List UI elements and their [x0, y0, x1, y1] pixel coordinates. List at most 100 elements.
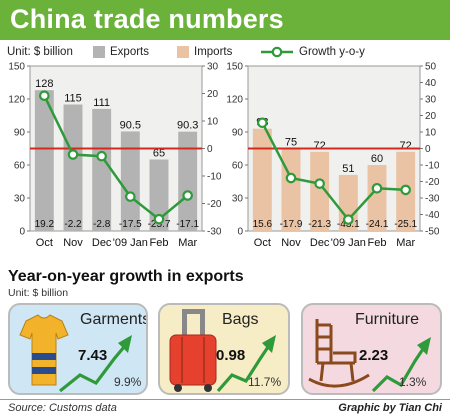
bags-pct: 11.7%	[248, 375, 282, 389]
category-label: Dec	[92, 237, 112, 249]
growth-arrow-icon	[371, 337, 431, 393]
tshirt-icon	[19, 314, 69, 386]
growth-point	[153, 213, 165, 225]
growth-value-label: -24.1	[366, 219, 389, 230]
growth-value-label: -2.2	[64, 219, 82, 230]
bar-value-label: 115	[64, 93, 82, 105]
growth-point	[285, 172, 297, 184]
right-tick-label: -30	[207, 227, 222, 238]
category-label: Nov	[281, 237, 301, 249]
right-tick-label: 50	[425, 62, 437, 73]
growth-line	[43, 95, 189, 221]
bar-value-label: 51	[342, 163, 354, 175]
right-tick-label: 0	[207, 144, 213, 155]
bar	[178, 131, 198, 231]
growth-point	[182, 190, 193, 201]
bar-value-label: 75	[285, 137, 297, 149]
title-bar: China trade numbers	[0, 0, 450, 40]
category-label: Nov	[63, 237, 83, 249]
left-tick-label: 30	[14, 194, 26, 205]
growth-point	[400, 184, 411, 196]
left-tick-label: 120	[226, 95, 243, 106]
imports-swatch	[177, 46, 189, 58]
right-tick-label: -20	[207, 199, 222, 210]
growth-value-label: 15.6	[253, 219, 273, 230]
furniture-label: Furniture	[355, 311, 420, 328]
right-tick-label: 20	[425, 111, 437, 122]
right-tick-label: 0	[425, 144, 431, 155]
growth-value-label: 19.2	[35, 219, 55, 230]
legend-imports-label: Imports	[194, 46, 233, 58]
bar	[34, 90, 54, 231]
category-label: '09 Jan	[331, 237, 366, 249]
bar	[92, 108, 112, 231]
legend-imports: Imports	[177, 46, 232, 58]
right-tick-label: 20	[207, 89, 219, 100]
right-tick-label: -10	[425, 161, 440, 172]
right-tick-label: -30	[425, 194, 440, 205]
right-tick-label: -20	[425, 177, 440, 188]
bar	[149, 159, 169, 231]
category-label: Feb	[150, 237, 169, 249]
category-label: Mar	[178, 237, 197, 249]
category-label: Dec	[310, 237, 330, 249]
source-note: Source: Customs data	[8, 402, 117, 414]
growth-value-label: -17.9	[280, 219, 303, 230]
right-tick-label: 30	[425, 95, 437, 106]
category-label: Mar	[396, 237, 415, 249]
growth-arrow-icon	[59, 335, 132, 393]
bags-label: Bags	[222, 311, 259, 328]
furniture-pct: 1.3%	[399, 375, 427, 389]
credit-note: Graphic by Tian Chi	[338, 402, 442, 414]
rocking-chair-icon	[308, 319, 370, 388]
bar-value-label: 128	[35, 78, 53, 90]
trade-charts: 0 30 60 90 120 150 -30 -20 -10 0 10 20 30 128 19.2 Oct 1…	[8, 62, 440, 250]
legend-growth-label: Growth y-o-y	[299, 46, 365, 58]
growth-point	[67, 149, 79, 160]
bar	[252, 128, 272, 231]
right-tick-label: -10	[207, 172, 222, 183]
growth-value-label: -2.8	[93, 219, 111, 230]
growth-point	[39, 90, 50, 101]
bar-value-label: 90.3	[177, 120, 198, 132]
left-tick-label: 60	[232, 161, 244, 172]
exports-growth-unit: Unit: $ billion	[8, 287, 69, 299]
category-label: Oct	[36, 237, 53, 249]
footer-rule	[0, 399, 450, 400]
left-tick-label: 150	[8, 62, 25, 73]
garments-label: Garments	[80, 311, 148, 328]
growth-line-swatch	[261, 46, 293, 58]
category-label: '09 Jan	[113, 237, 148, 249]
left-tick-label: 90	[14, 128, 26, 139]
bar	[367, 165, 387, 231]
left-tick-label: 0	[237, 227, 243, 238]
growth-point	[257, 117, 268, 129]
category-label: Oct	[254, 237, 271, 249]
right-tick-label: -40	[425, 210, 440, 221]
garments-pct: 9.9%	[114, 375, 142, 389]
growth-point	[96, 150, 107, 162]
bar	[63, 104, 83, 231]
legend-exports: Exports	[93, 46, 149, 58]
right-tick-label: -50	[425, 227, 440, 238]
left-tick-label: 60	[14, 161, 26, 172]
card-furniture: Furniture 2.23 1.3%	[301, 303, 442, 395]
bags-value: 0.98	[216, 347, 246, 364]
left-tick-label: 0	[19, 227, 25, 238]
legend-growth: Growth y-o-y	[260, 46, 365, 58]
growth-point	[343, 214, 354, 225]
growth-value-label: -17.5	[119, 219, 142, 230]
right-tick-label: 30	[207, 62, 219, 73]
growth-point	[371, 182, 383, 194]
card-bags: Bags 0.98 11.7%	[158, 303, 290, 395]
unit-label: Unit: $ billion	[7, 46, 73, 58]
bar-value-label: 72	[400, 140, 412, 152]
growth-point	[314, 178, 325, 189]
right-tick-label: 10	[207, 117, 219, 128]
growth-value-label: -25.1	[394, 219, 417, 230]
card-garments: Garments 7.43 9.9%	[8, 303, 148, 395]
exports-swatch	[93, 46, 105, 58]
growth-value-label: -21.3	[308, 219, 331, 230]
growth-value-label: -17.1	[176, 219, 199, 230]
legend: Unit: $ billion Exports Imports Growth y…	[0, 44, 450, 62]
